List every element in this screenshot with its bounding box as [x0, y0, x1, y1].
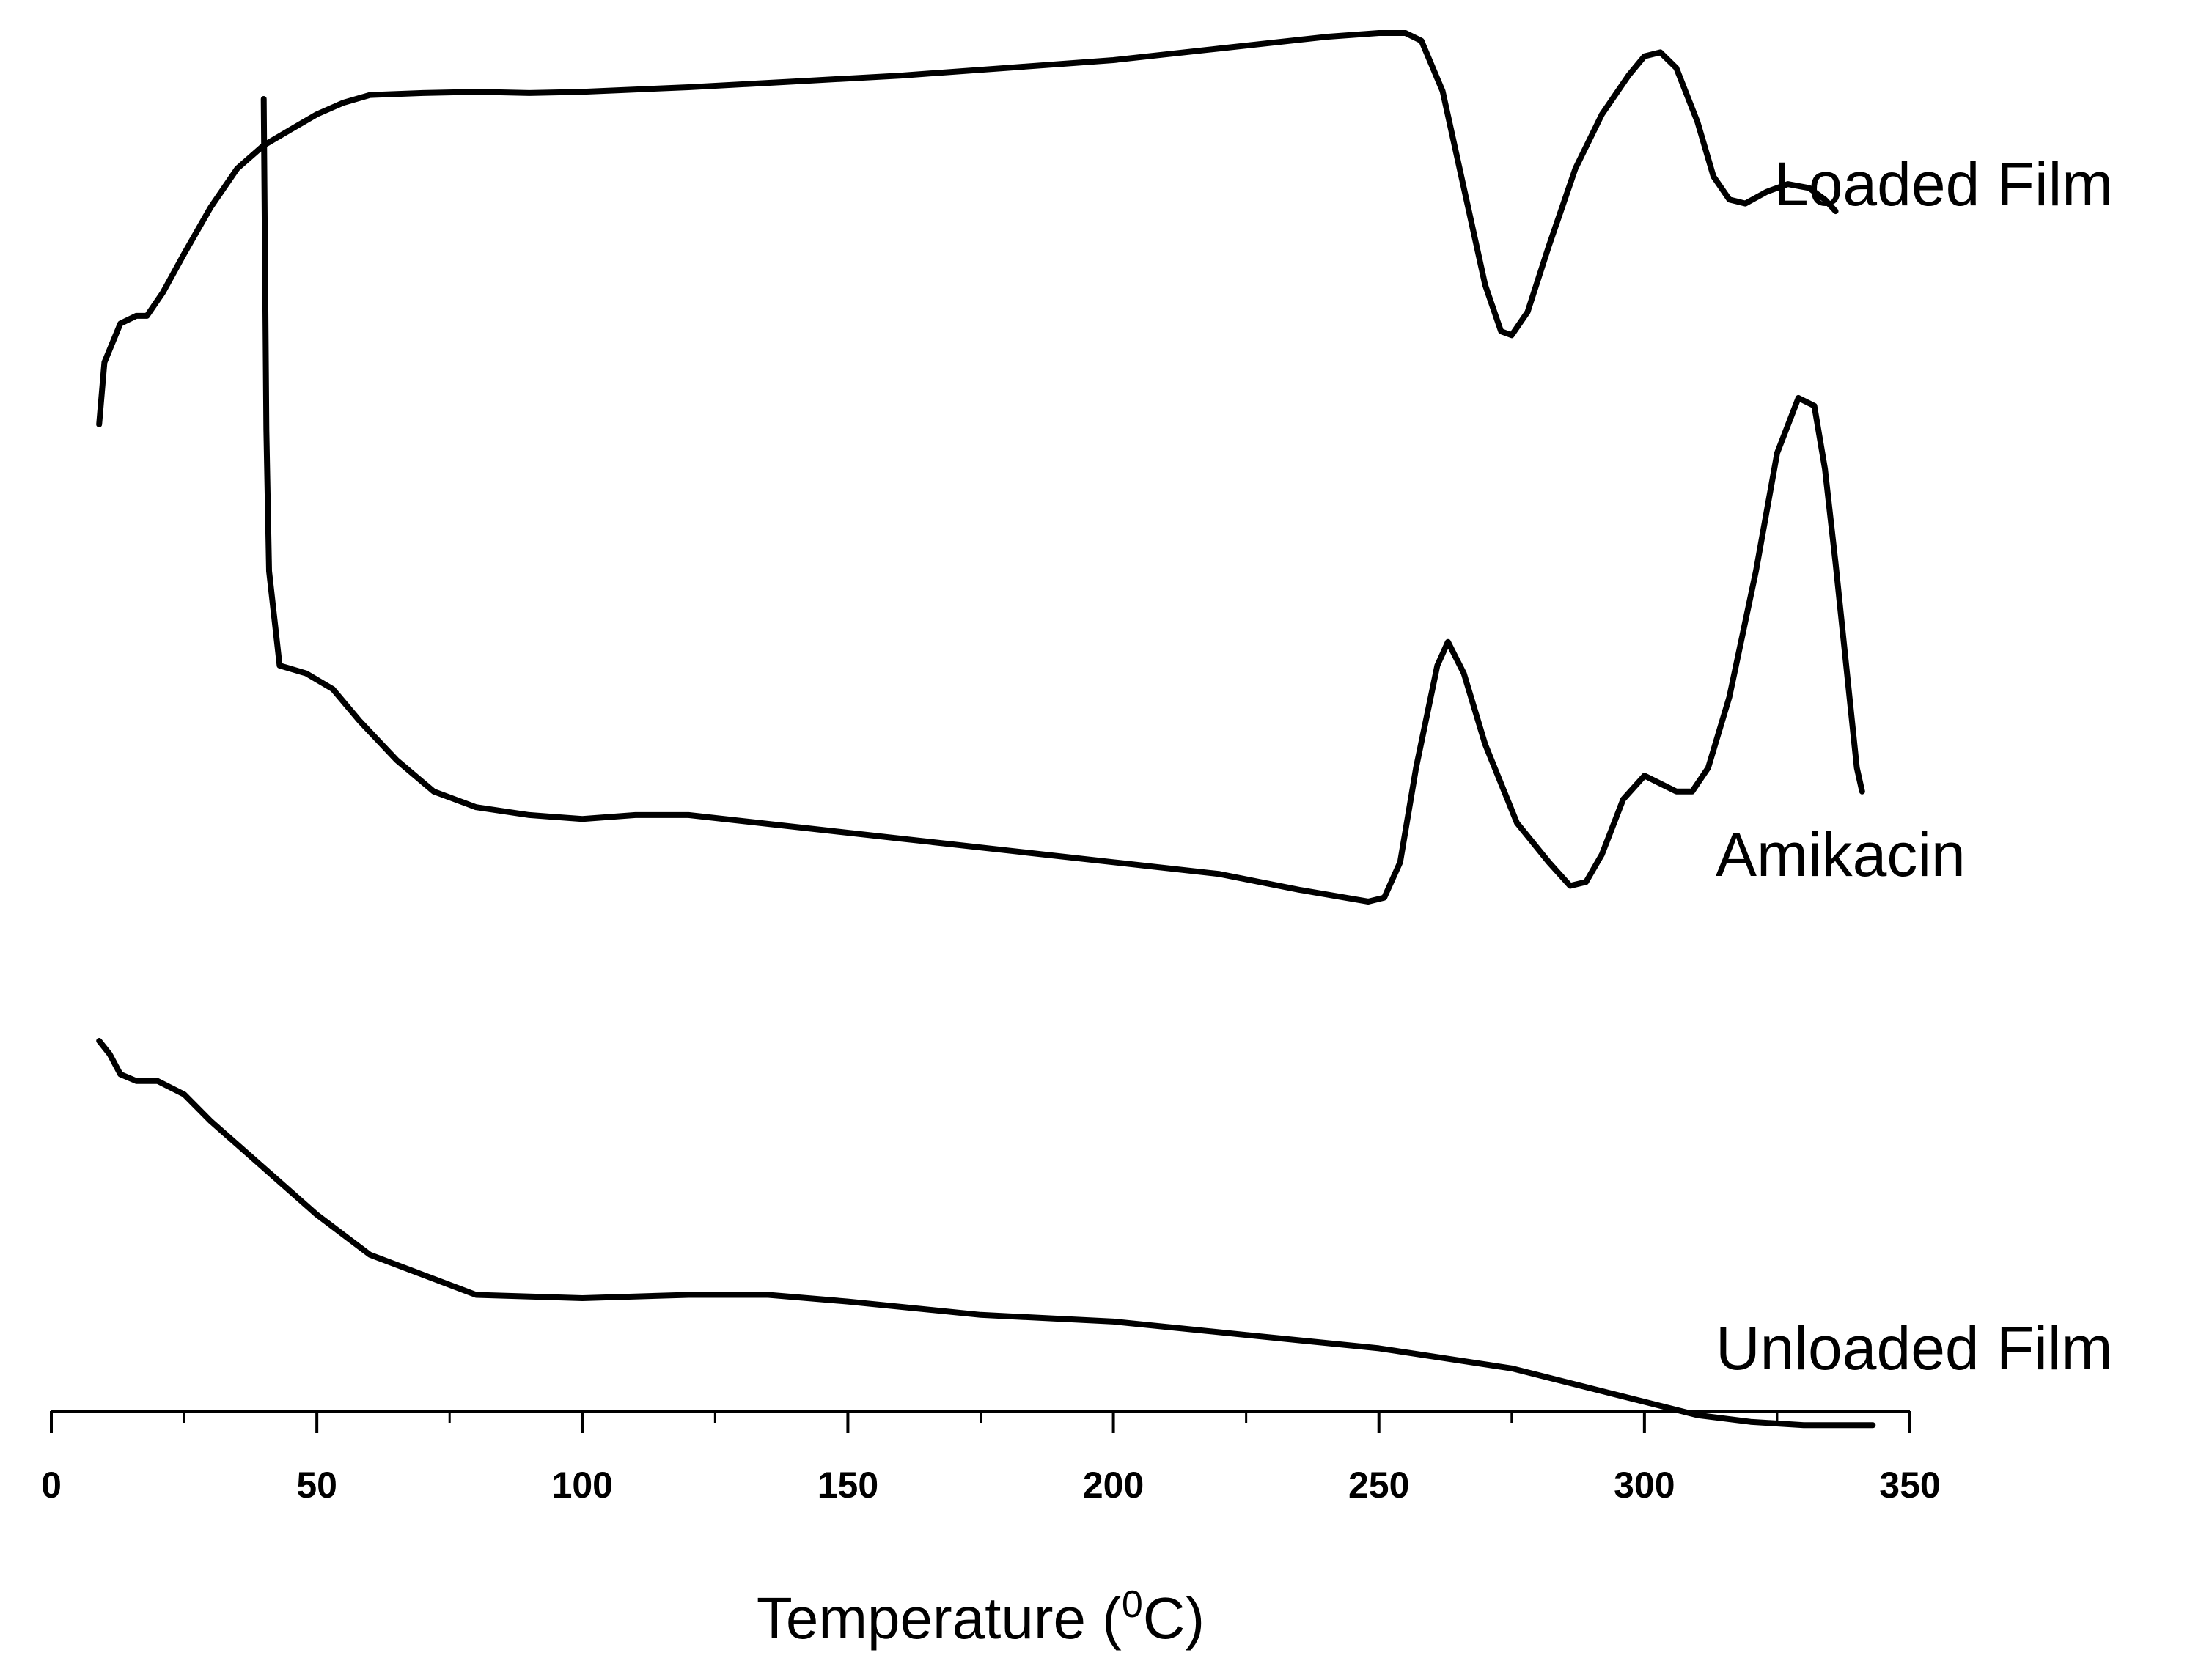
x-tick-label: 300	[1614, 1465, 1675, 1506]
amikacin-label: Amikacin	[1716, 820, 1966, 889]
plot-area	[96, 30, 1876, 1429]
x-tick-label: 250	[1348, 1465, 1409, 1506]
x-axis: 0 50 100 150 200 250 300 350	[41, 1410, 1941, 1506]
loaded-film-curve	[96, 30, 1839, 427]
x-axis-title-unit: C)	[1143, 1586, 1205, 1651]
x-tick-label: 150	[817, 1465, 878, 1506]
amikacin-curve	[260, 96, 1865, 905]
x-tick-label: 350	[1879, 1465, 1940, 1506]
loaded-film-label: Loaded Film	[1774, 150, 2113, 218]
x-tick-label: 0	[41, 1465, 62, 1506]
x-axis-title: Temperature (0C)	[757, 1583, 1205, 1651]
unloaded-film-curve	[96, 1038, 1876, 1429]
x-tick-label: 100	[552, 1465, 613, 1506]
x-axis-title-text: Temperature (	[757, 1586, 1122, 1651]
unloaded-film-label: Unloaded Film	[1716, 1314, 2113, 1382]
x-tick-label: 200	[1083, 1465, 1144, 1506]
x-tick-label: 50	[296, 1465, 337, 1506]
x-axis-title-superscript: 0	[1122, 1583, 1143, 1626]
